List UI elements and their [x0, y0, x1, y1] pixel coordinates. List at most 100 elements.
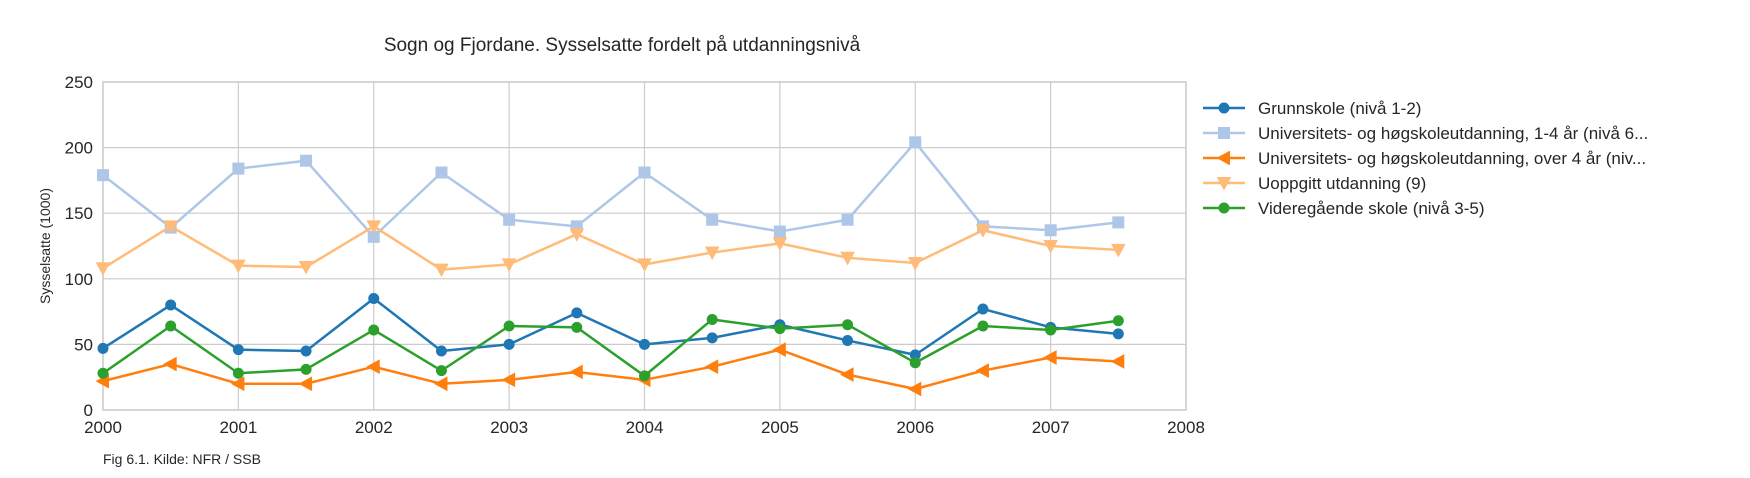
data-point [639, 338, 650, 350]
y-tick-label: 50 [74, 335, 93, 354]
data-point [907, 257, 923, 271]
data-point [501, 372, 516, 388]
y-tick-label: 200 [65, 139, 93, 158]
legend-swatch-marker [1216, 177, 1232, 191]
data-point [163, 220, 179, 234]
data-point [1110, 354, 1125, 369]
x-tick-label: 2006 [896, 418, 934, 437]
data-point [97, 367, 109, 379]
data-point [433, 376, 448, 392]
data-point [232, 162, 245, 175]
x-tick-label: 2000 [84, 418, 122, 437]
data-point [1110, 243, 1126, 258]
y-tick-label: 150 [65, 204, 93, 223]
data-point [1045, 324, 1057, 336]
data-point [909, 136, 922, 149]
data-point [300, 345, 312, 357]
legend-entry: Universitets- og høgskoleutdanning, 1-4 … [1203, 124, 1648, 143]
data-point [975, 363, 989, 378]
data-point [842, 334, 854, 346]
data-point [435, 345, 447, 357]
data-point [1112, 315, 1124, 327]
data-point [503, 338, 515, 350]
series-0 [97, 292, 1124, 361]
series-line [102, 225, 1119, 271]
data-point [638, 166, 651, 179]
data-point [569, 228, 585, 242]
x-tick-label: 2004 [626, 418, 664, 437]
data-point [639, 370, 650, 382]
data-point [503, 320, 515, 332]
series-3 [95, 220, 1126, 278]
data-point [232, 367, 244, 379]
data-point [165, 299, 177, 311]
series-group [95, 136, 1126, 397]
data-point [842, 319, 854, 331]
data-point [97, 169, 109, 182]
data-point [368, 324, 380, 336]
data-point [165, 320, 177, 332]
data-point [1112, 216, 1125, 229]
series-line [102, 318, 1119, 378]
data-point [840, 251, 855, 266]
data-point [773, 225, 786, 238]
data-point [1112, 328, 1124, 340]
data-point [366, 359, 380, 375]
y-tick-label: 0 [84, 401, 93, 420]
legend-entry: Universitets- og høgskoleutdanning, over… [1203, 149, 1646, 168]
legend-label: Uoppgitt utdanning (9) [1258, 174, 1426, 193]
legend-label: Universitets- og høgskoleutdanning, 1-4 … [1258, 124, 1648, 143]
source-note: Fig 6.1. Kilde: NFR / SSB [103, 451, 261, 467]
x-tick-label: 2005 [761, 418, 799, 437]
data-point [95, 262, 111, 276]
x-tick-label: 2008 [1167, 418, 1205, 437]
data-point [772, 342, 786, 357]
data-point [774, 323, 786, 335]
x-tick-label: 2002 [355, 418, 393, 437]
data-point [163, 356, 177, 372]
series-line [102, 141, 1119, 239]
x-tick-label: 2001 [219, 418, 257, 437]
data-point [706, 213, 719, 226]
series-line [102, 348, 1119, 391]
data-point [907, 381, 922, 397]
legend-swatch-marker [1216, 150, 1230, 166]
plot-frame [102, 81, 1187, 411]
legend: Grunnskole (nivå 1-2) Universitets- og hø… [1203, 99, 1648, 218]
data-point [435, 166, 448, 179]
data-point [977, 320, 989, 332]
data-point [231, 259, 246, 274]
data-point [704, 359, 719, 375]
data-point [637, 258, 652, 272]
y-axis-label: Sysselsatte (1000) [37, 188, 53, 304]
y-axis: 0 50 100 150 200 250 [65, 73, 93, 420]
data-point [571, 307, 583, 319]
legend-label: Universitets- og høgskoleutdanning, over… [1258, 149, 1646, 168]
series-line [102, 297, 1119, 357]
data-point [1044, 224, 1057, 237]
chart-title: Sogn og Fjordane. Sysselsatte fordelt på… [384, 35, 861, 56]
data-point [368, 292, 380, 304]
legend-swatch-marker [1218, 127, 1230, 139]
data-point [298, 260, 314, 275]
data-point [977, 303, 989, 315]
data-point [232, 344, 244, 356]
data-point [840, 367, 854, 382]
data-point [772, 237, 788, 251]
legend-swatch-marker [1218, 102, 1230, 114]
series-1 [97, 136, 1125, 243]
data-point [909, 357, 921, 369]
legend-entry: Videregående skole (nivå 3-5) [1203, 199, 1485, 218]
x-tick-label: 2007 [1032, 418, 1070, 437]
legend-label: Grunnskole (nivå 1-2) [1258, 99, 1421, 118]
data-point [975, 224, 991, 238]
legend-entry: Grunnskole (nivå 1-2) [1203, 99, 1421, 118]
data-point [230, 376, 245, 392]
data-point [569, 364, 583, 380]
data-point [97, 342, 109, 354]
data-point [571, 321, 583, 333]
legend-entry: Uoppgitt utdanning (9) [1203, 174, 1426, 193]
data-point [1043, 240, 1058, 254]
x-tick-label: 2003 [490, 418, 528, 437]
